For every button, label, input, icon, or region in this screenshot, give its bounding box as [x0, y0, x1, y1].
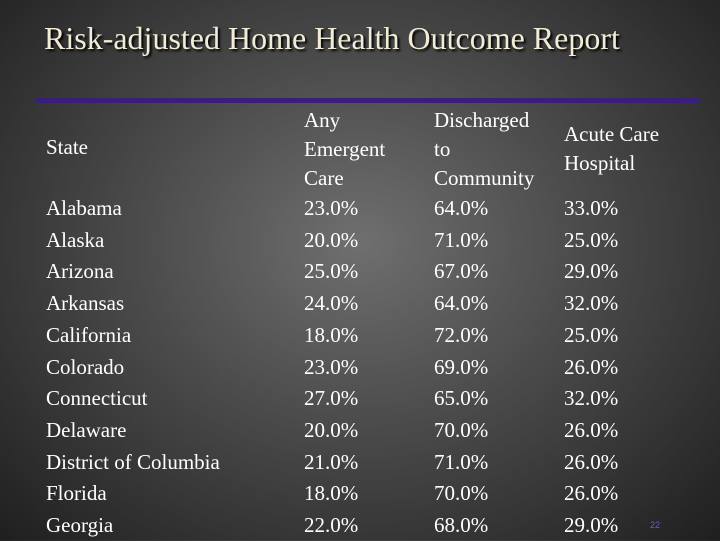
cell-discharged-to-community: 69.0%	[434, 354, 489, 379]
cell-state: Connecticut	[46, 386, 148, 411]
cell-state: Georgia	[46, 513, 114, 537]
header-discharged-line: Community	[434, 166, 535, 190]
cell-discharged-to-community: 71.0%	[434, 227, 489, 252]
cell-acute-care-hospital: 32.0%	[564, 291, 619, 316]
cell-acute-care-hospital: 26.0%	[564, 417, 619, 442]
cell-discharged-to-community: 64.0%	[434, 196, 489, 220]
cell-any-emergent-care: 20.0%	[304, 417, 359, 442]
table-row: District of Columbia 21.0% 71.0% 26.0%	[0, 447, 720, 478]
cell-state: Delaware	[46, 417, 127, 442]
table-row: Alabama 23.0% 64.0% 33.0%	[0, 193, 720, 224]
header-acute-care-line: Hospital	[564, 151, 636, 175]
cell-discharged-to-community: 70.0%	[434, 417, 489, 442]
header-any-emergent-care-line: Any	[304, 108, 341, 132]
cell-state: Arkansas	[46, 291, 125, 316]
header-discharged-to-community: Discharged to Community	[434, 106, 534, 193]
cell-any-emergent-care: 21.0%	[304, 449, 359, 474]
cell-any-emergent-care: 18.0%	[304, 322, 359, 347]
cell-acute-care-hospital: 25.0%	[564, 322, 619, 347]
cell-acute-care-hospital: 26.0%	[564, 354, 619, 379]
cell-acute-care-hospital: 33.0%	[564, 196, 619, 220]
cell-state: Alabama	[46, 196, 122, 220]
cell-any-emergent-care: 27.0%	[304, 386, 359, 411]
cell-state: Colorado	[46, 354, 125, 379]
cell-discharged-to-community: 71.0%	[434, 449, 489, 474]
cell-any-emergent-care: 20.0%	[304, 227, 359, 252]
cell-discharged-to-community: 67.0%	[434, 259, 489, 284]
cell-any-emergent-care: 23.0%	[304, 196, 359, 220]
table-row: Connecticut 27.0% 65.0% 32.0%	[0, 383, 720, 414]
cell-state: Florida	[46, 481, 107, 506]
cell-acute-care-hospital: 25.0%	[564, 227, 619, 252]
slide-number: 22	[650, 520, 661, 530]
cell-state: Alaska	[46, 227, 105, 252]
table-row: Georgia 22.0% 68.0% 29.0%	[0, 510, 720, 541]
table-row: Arizona 25.0% 67.0% 29.0%	[0, 256, 720, 287]
table-row: Delaware 20.0% 70.0% 26.0%	[0, 415, 720, 446]
cell-state: California	[46, 322, 132, 347]
header-acute-care-line: Acute Care	[564, 122, 660, 146]
cell-discharged-to-community: 64.0%	[434, 291, 489, 316]
cell-acute-care-hospital: 26.0%	[564, 449, 619, 474]
header-discharged-line: to	[434, 137, 451, 161]
cell-discharged-to-community: 70.0%	[434, 481, 489, 506]
cell-any-emergent-care: 25.0%	[304, 259, 359, 284]
table-row: Colorado 23.0% 69.0% 26.0%	[0, 352, 720, 383]
cell-any-emergent-care: 22.0%	[304, 513, 359, 537]
table-row: Arkansas 24.0% 64.0% 32.0%	[0, 288, 720, 319]
cell-discharged-to-community: 72.0%	[434, 322, 489, 347]
header-acute-care-hospital: Acute Care Hospital	[564, 120, 659, 178]
header-discharged-line: Discharged	[434, 108, 530, 132]
cell-discharged-to-community: 65.0%	[434, 386, 489, 411]
cell-acute-care-hospital: 29.0%	[564, 259, 619, 284]
table-row: Florida 18.0% 70.0% 26.0%	[0, 478, 720, 509]
cell-acute-care-hospital: 29.0%	[564, 513, 619, 537]
cell-discharged-to-community: 68.0%	[434, 513, 489, 537]
cell-acute-care-hospital: 26.0%	[564, 481, 619, 506]
cell-state: District of Columbia	[46, 449, 220, 474]
header-any-emergent-care-line: Emergent	[304, 137, 386, 161]
table-row: Alaska 20.0% 71.0% 25.0%	[0, 225, 720, 256]
cell-state: Arizona	[46, 259, 114, 284]
cell-acute-care-hospital: 32.0%	[564, 386, 619, 411]
header-any-emergent-care-line: Care	[304, 166, 344, 190]
slide-title: Risk-adjusted Home Health Outcome Report	[44, 20, 620, 56]
title-underline	[36, 98, 700, 103]
table-row: California 18.0% 72.0% 25.0%	[0, 320, 720, 351]
header-state: State	[46, 135, 88, 159]
cell-any-emergent-care: 18.0%	[304, 481, 359, 506]
cell-any-emergent-care: 24.0%	[304, 291, 359, 316]
cell-any-emergent-care: 23.0%	[304, 354, 359, 379]
header-any-emergent-care: Any Emergent Care	[304, 106, 385, 193]
